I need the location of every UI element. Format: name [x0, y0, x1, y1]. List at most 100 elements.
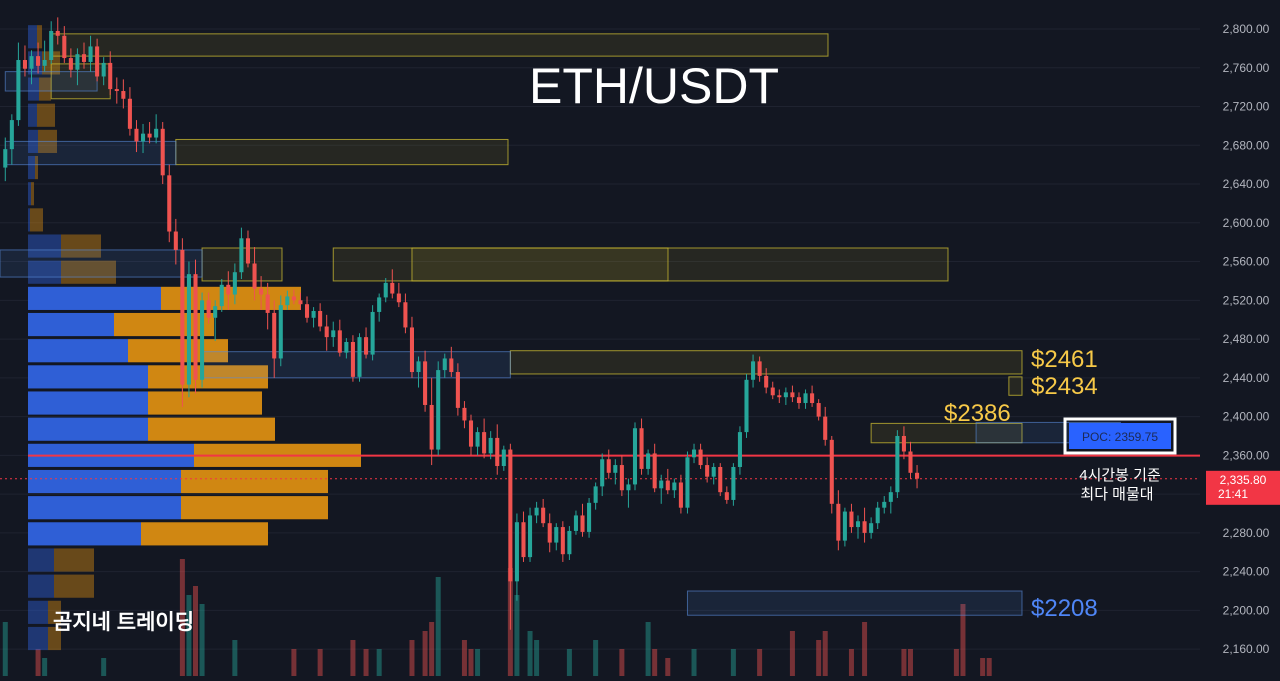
- price-axis-tick-label: 2,680.00: [1223, 138, 1270, 152]
- profile-sell-bar: [61, 260, 116, 284]
- supply-zone: [50, 33, 829, 57]
- bullish-candle: [737, 432, 742, 467]
- profile-sell-bar: [37, 25, 42, 49]
- bearish-candle: [764, 375, 769, 388]
- volume-bar: [291, 649, 297, 676]
- volume-bar: [980, 658, 986, 676]
- bearish-candle: [62, 35, 67, 59]
- volume-bar: [2, 622, 8, 676]
- bullish-candle: [744, 379, 749, 433]
- bearish-candle: [409, 327, 415, 373]
- volume-bar: [376, 649, 382, 676]
- volume-bar: [953, 649, 959, 676]
- candle-countdown: 21:41: [1218, 487, 1248, 501]
- profile-sell-bar: [30, 208, 43, 232]
- bearish-candle: [55, 30, 60, 36]
- profile-buy-bar: [28, 208, 30, 232]
- supply-zone: [332, 247, 669, 282]
- profile-sell-bar: [148, 391, 262, 415]
- bearish-candle: [849, 511, 854, 528]
- bearish-candle: [455, 372, 460, 408]
- profile-sell-bar: [37, 103, 55, 127]
- profile-buy-bar: [28, 496, 181, 520]
- profile-buy-bar: [28, 522, 141, 546]
- bearish-candle: [495, 437, 500, 467]
- bullish-candle: [278, 305, 283, 359]
- bullish-candle: [377, 297, 382, 312]
- bullish-candle: [711, 466, 716, 477]
- candlesticks: [3, 17, 920, 630]
- volume-bar: [101, 658, 107, 676]
- price-axis-tick-label: 2,280.00: [1223, 526, 1270, 540]
- bearish-candle: [639, 428, 644, 469]
- bearish-candle: [718, 466, 723, 493]
- bearish-candle: [541, 507, 546, 524]
- bearish-candle: [265, 294, 270, 313]
- bullish-candle: [186, 274, 191, 385]
- price-axis-tick-label: 2,800.00: [1223, 22, 1270, 36]
- bearish-candle: [560, 527, 565, 555]
- bearish-candle: [796, 397, 802, 404]
- price-axis-tick-label: 2,560.00: [1223, 255, 1270, 269]
- profile-buy-bar: [28, 469, 181, 494]
- bearish-candle: [521, 522, 526, 558]
- bearish-candle: [173, 231, 178, 250]
- volume-bar: [645, 622, 651, 676]
- supply-zone: [1008, 376, 1023, 396]
- bearish-candle: [915, 472, 920, 479]
- bullish-candle: [842, 511, 847, 541]
- bullish-candle: [534, 507, 539, 516]
- price-axis-tick-label: 2,640.00: [1223, 177, 1270, 191]
- volume-bar: [691, 649, 697, 676]
- bullish-candle: [691, 449, 697, 458]
- bullish-candle: [600, 459, 605, 487]
- bullish-candle: [855, 521, 861, 528]
- bullish-candle: [3, 149, 8, 168]
- price-axis-tick-label: 2,360.00: [1223, 448, 1270, 462]
- bullish-candle: [311, 310, 316, 318]
- volume-bar: [514, 595, 520, 676]
- supply-zone: [175, 138, 509, 166]
- supply-zone: [870, 422, 1023, 444]
- bullish-candle: [501, 449, 506, 467]
- volume-bar: [665, 658, 671, 676]
- bullish-candle: [75, 54, 80, 70]
- level-label-2208: $2208: [1031, 595, 1098, 622]
- bearish-candle: [226, 284, 231, 295]
- bearish-candle: [908, 451, 913, 473]
- bearish-candle: [390, 282, 395, 294]
- bearish-candle: [862, 521, 867, 533]
- bullish-candle: [626, 484, 631, 491]
- volume-bar: [350, 640, 356, 676]
- poc-label-frame: [1063, 417, 1177, 455]
- profile-buy-bar: [28, 103, 37, 127]
- bearish-candle: [468, 420, 474, 447]
- bearish-candle: [770, 387, 775, 396]
- volume-bar: [534, 640, 540, 676]
- bullish-candle: [42, 60, 47, 66]
- profile-buy-bar: [28, 234, 61, 258]
- bearish-candle: [462, 407, 467, 421]
- volume-bar: [42, 658, 48, 676]
- current-price-badge: 2,335.80 21:41: [1206, 470, 1280, 505]
- bearish-candle: [272, 312, 277, 359]
- demand-zone: [201, 351, 511, 379]
- bullish-candle: [573, 515, 578, 531]
- profile-buy-bar: [28, 77, 39, 101]
- profile-buy-bar: [28, 339, 128, 363]
- profile-buy-bar: [28, 548, 54, 572]
- price-axis[interactable]: 2,800.00 2,760.00 2,720.00 2,680.00 2,640.00…: [1200, 0, 1280, 676]
- bullish-candle: [882, 501, 887, 508]
- channel-watermark: 곰지네 트레이딩: [53, 611, 194, 634]
- supply-zone: [50, 63, 111, 100]
- bearish-candle: [259, 288, 264, 295]
- chart-title: ETH/USDT: [529, 58, 779, 114]
- volume-bars: [2, 559, 992, 676]
- price-axis-tick-label: 2,200.00: [1223, 603, 1270, 617]
- profile-sell-bar: [54, 548, 94, 572]
- bullish-candle: [219, 284, 224, 307]
- profile-buy-bar: [28, 182, 31, 206]
